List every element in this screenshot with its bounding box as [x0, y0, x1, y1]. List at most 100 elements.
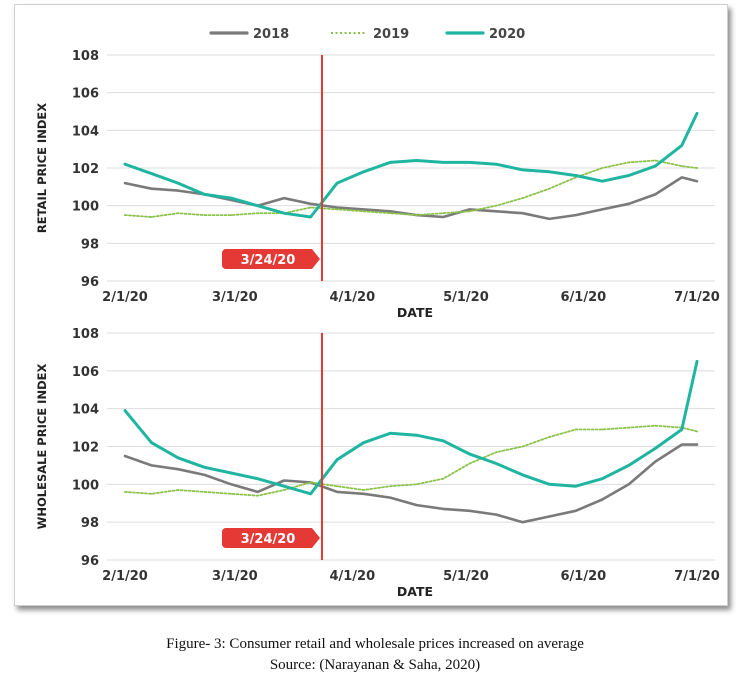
data-point-2020: [601, 477, 604, 480]
data-point-2020: [415, 159, 418, 162]
data-point-2020: [309, 492, 312, 495]
data-point-2019: [256, 494, 259, 497]
y-axis-label: RETAIL PRICE INDEX: [35, 103, 49, 233]
data-point-2020: [389, 432, 392, 435]
data-point-2018: [230, 483, 232, 486]
data-point-2018: [574, 509, 577, 512]
data-point-2018: [442, 508, 445, 510]
data-point-2018: [495, 210, 498, 213]
data-point-2020: [336, 182, 339, 184]
data-point-2019: [309, 481, 312, 484]
x-tick-label: 7/1/20: [674, 290, 720, 305]
figure-caption: Figure- 3: Consumer retail and wholesale…: [166, 636, 584, 652]
data-point-2020: [177, 182, 179, 184]
data-point-2018: [521, 521, 524, 524]
data-point-2020: [442, 161, 445, 164]
data-point-2020: [177, 456, 179, 459]
data-point-2019: [336, 208, 339, 211]
data-point-2018: [362, 492, 365, 495]
y-tick-label: 96: [81, 275, 99, 290]
data-point-2019: [256, 212, 259, 215]
y-tick-label: 108: [72, 327, 99, 342]
data-point-2019: [283, 489, 285, 491]
data-point-2020: [362, 170, 365, 173]
data-point-2018: [283, 479, 285, 482]
data-point-2018: [124, 455, 126, 457]
data-point-2018: [601, 498, 604, 501]
data-point-2020: [680, 428, 683, 431]
data-point-2019: [362, 210, 365, 213]
data-point-2020: [495, 462, 498, 465]
y-axis-label: WHOLESALE PRICE INDEX: [35, 364, 49, 530]
data-point-2020: [283, 212, 285, 215]
data-point-2018: [389, 210, 392, 213]
data-point-2018: [680, 443, 683, 446]
y-tick-label: 102: [72, 441, 99, 456]
data-point-2019: [680, 165, 683, 168]
data-point-2020: [654, 165, 657, 168]
data-point-2019: [362, 489, 365, 491]
legend-label-2018: 2018: [253, 27, 289, 42]
data-point-2018: [283, 197, 285, 200]
data-point-2020: [574, 485, 577, 488]
x-tick-label: 6/1/20: [561, 569, 607, 584]
data-point-2019: [124, 214, 126, 216]
y-tick-label: 108: [72, 49, 99, 64]
data-point-2020: [680, 144, 683, 147]
data-point-2019: [548, 436, 551, 438]
data-point-2020: [256, 477, 259, 480]
data-point-2019: [442, 477, 445, 480]
data-point-2020: [256, 204, 259, 207]
data-point-2018: [601, 208, 604, 211]
data-point-2019: [203, 491, 206, 493]
data-point-2020: [203, 193, 206, 196]
data-point-2019: [230, 492, 232, 495]
data-point-2018: [256, 491, 259, 493]
series-line-2018: [123, 176, 699, 221]
data-point-2018: [696, 180, 698, 183]
event-marker-badge: [221, 528, 320, 548]
data-point-2019: [574, 428, 577, 431]
event-marker-label: 3/24/20: [241, 253, 296, 268]
y-tick-label: 96: [81, 554, 99, 569]
data-point-2020: [521, 168, 524, 171]
data-point-2018: [696, 443, 698, 446]
data-point-2018: [654, 193, 657, 196]
data-point-2020: [389, 161, 392, 164]
legend-label-2020: 2020: [489, 27, 525, 42]
chart-canvas: 2018 2019 2020 96 98 100 102 104 106 108 2/1/20 3/1…: [35, 27, 720, 599]
data-point-2020: [468, 453, 471, 455]
data-point-2018: [521, 212, 524, 215]
x-axis-label: DATE: [397, 305, 433, 320]
data-point-2020: [124, 409, 126, 412]
data-point-2018: [468, 208, 471, 211]
data-point-2019: [521, 197, 524, 200]
data-point-2020: [696, 112, 698, 115]
x-tick-label: 2/1/20: [102, 569, 148, 584]
y-tick-label: 104: [72, 403, 99, 418]
x-tick-label: 5/1/20: [443, 569, 489, 584]
data-point-2020: [548, 170, 551, 173]
data-point-2018: [495, 513, 498, 516]
chart-panel-wholesale: 96 98 100 102 104 106 108 2/1/20 3/1/20 4/1/20 5/1…: [35, 327, 720, 599]
data-point-2020: [601, 180, 604, 183]
chart-panel-retail: 96 98 100 102 104 106 108 2/1/20 3/1/20 4/1/20 5/1…: [35, 49, 720, 320]
y-tick-label: 102: [72, 162, 99, 177]
data-point-2018: [336, 206, 339, 209]
x-tick-label: 2/1/20: [102, 290, 148, 305]
y-tick-label: 100: [72, 478, 99, 493]
data-point-2019: [230, 214, 232, 216]
data-point-2020: [150, 172, 153, 175]
data-point-2020: [548, 483, 551, 486]
data-point-2018: [548, 217, 551, 220]
data-point-2020: [627, 174, 630, 177]
data-point-2020: [415, 434, 418, 437]
y-tick-label: 104: [72, 124, 99, 139]
data-point-2019: [309, 206, 312, 209]
data-point-2018: [574, 214, 577, 216]
data-point-2019: [696, 430, 698, 433]
figure-frame: 2018 2019 2020 96 98 100 102 104 106 108 2/1/20 3/1…: [14, 4, 728, 606]
data-point-2019: [601, 167, 604, 169]
data-point-2020: [336, 458, 339, 461]
x-tick-label: 4/1/20: [329, 569, 375, 584]
